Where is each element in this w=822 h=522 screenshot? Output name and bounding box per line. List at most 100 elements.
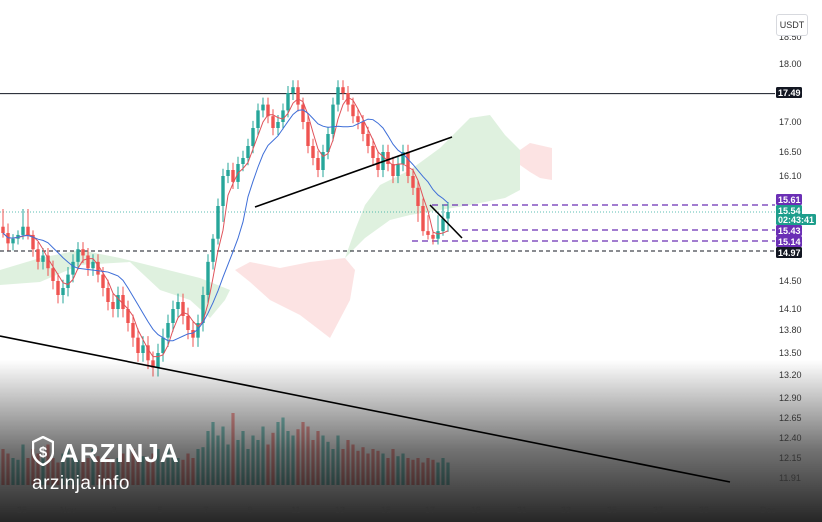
x-tick-label: 25: [17, 505, 27, 515]
candle-body: [106, 288, 110, 302]
candle-body: [321, 152, 325, 170]
candle-body: [361, 122, 365, 134]
price-tag-bg: [776, 247, 802, 258]
support-resistance-lines: [0, 93, 775, 252]
y-tick-label: 16.10: [779, 171, 802, 181]
currency-button[interactable]: USDT: [776, 14, 808, 36]
price-axis[interactable]: 18.50 18.00 17.00 16.50 16.10 14.50 14.10 13.80…: [779, 32, 802, 483]
price-tag-bg: [776, 205, 802, 216]
candle-body: [71, 261, 75, 275]
watermark-shade: [0, 360, 822, 522]
candle-body: [56, 281, 60, 295]
x-tick-label: 23: [561, 505, 571, 515]
candle-body: [326, 134, 330, 152]
y-tick-label: 16.50: [779, 147, 802, 157]
brand-name: ARZINJA: [60, 438, 180, 468]
cloud-red-1: [235, 258, 355, 338]
candle-body: [46, 255, 50, 269]
candle-body: [436, 231, 440, 239]
price-tag-bg: [776, 225, 802, 236]
candle-body: [351, 104, 355, 117]
candle-body: [201, 295, 205, 323]
candle-body: [41, 255, 45, 262]
candle-body: [296, 87, 300, 105]
price-tag-label: 15.43: [778, 226, 801, 236]
x-tick-label: 9: [247, 505, 252, 515]
candle-body: [261, 104, 265, 111]
candle-body: [36, 249, 40, 262]
candle-body: [166, 323, 170, 338]
candle-body: [121, 295, 125, 309]
y-tick-label: 14.50: [779, 276, 802, 286]
candles: [1, 80, 450, 377]
y-tick-label: 13.50: [779, 348, 802, 358]
svg-text:$: $: [39, 444, 48, 461]
y-tick-label: 13.80: [779, 325, 802, 335]
candle-body: [206, 261, 210, 295]
candle-body: [101, 274, 105, 288]
candle-body: [346, 93, 350, 105]
price-tag-label: 14.97: [778, 248, 801, 258]
candle-body: [216, 206, 220, 239]
candle-body: [256, 110, 260, 128]
candle-body: [141, 345, 145, 353]
candle-body: [241, 158, 245, 164]
kijun-line: [2, 109, 449, 342]
time-axis[interactable]: 25 Nov 3 5 7 9 11 13 15 17 19 21 23 25 27 29 Dec: [17, 505, 777, 515]
candle-body: [251, 128, 255, 146]
price-tag-label: 02:43:41: [778, 215, 814, 225]
candle-body: [66, 274, 70, 288]
candle-body: [51, 268, 55, 281]
x-tick-label: 5: [157, 505, 162, 515]
price-tag-bg: [776, 87, 802, 98]
candle-body: [246, 146, 250, 158]
price-tag-bg: [776, 214, 816, 225]
x-tick-label: 13: [335, 505, 345, 515]
cloud-green-1: [0, 250, 230, 318]
candle-body: [146, 345, 150, 361]
candle-body: [411, 176, 415, 188]
y-tick-label: 13.20: [779, 370, 802, 380]
rising-trendline: [254, 136, 453, 208]
candle-body: [1, 226, 5, 234]
candle-body: [406, 152, 410, 176]
candle-body: [111, 302, 115, 309]
candle-body: [221, 176, 225, 206]
candle-body: [61, 288, 65, 295]
y-tick-label: 12.90: [779, 393, 802, 403]
x-tick-label: 15: [381, 505, 391, 515]
candle-body: [26, 226, 30, 235]
x-tick-label: 21: [517, 505, 527, 515]
cloud-green-2: [345, 115, 520, 258]
x-tick-label: 3: [111, 505, 116, 515]
candle-body: [291, 87, 295, 93]
candle-body: [306, 122, 310, 146]
candle-body: [226, 170, 230, 176]
tenkan-line: [2, 96, 449, 358]
candle-body: [186, 316, 190, 330]
candle-body: [91, 261, 95, 269]
ichimoku-lines: [2, 96, 449, 358]
y-tick-label: 18.00: [779, 59, 802, 69]
candle-body: [211, 238, 215, 262]
candle-body: [131, 323, 135, 338]
y-tick-label: 12.15: [779, 453, 802, 463]
candle-body: [391, 164, 395, 176]
x-tick-label: 11: [291, 505, 300, 515]
candle-body: [136, 337, 140, 353]
candle-body: [371, 146, 375, 158]
candle-body: [331, 104, 335, 134]
candle-body: [86, 255, 90, 269]
candle-body: [176, 302, 180, 309]
candle-body: [266, 104, 270, 117]
candle-body: [126, 309, 130, 323]
short-trendline: [429, 204, 463, 239]
candle-body: [171, 309, 175, 323]
candle-body: [386, 152, 390, 164]
candle-body: [281, 110, 285, 122]
candle-body: [81, 249, 85, 256]
candle-body: [341, 87, 345, 93]
